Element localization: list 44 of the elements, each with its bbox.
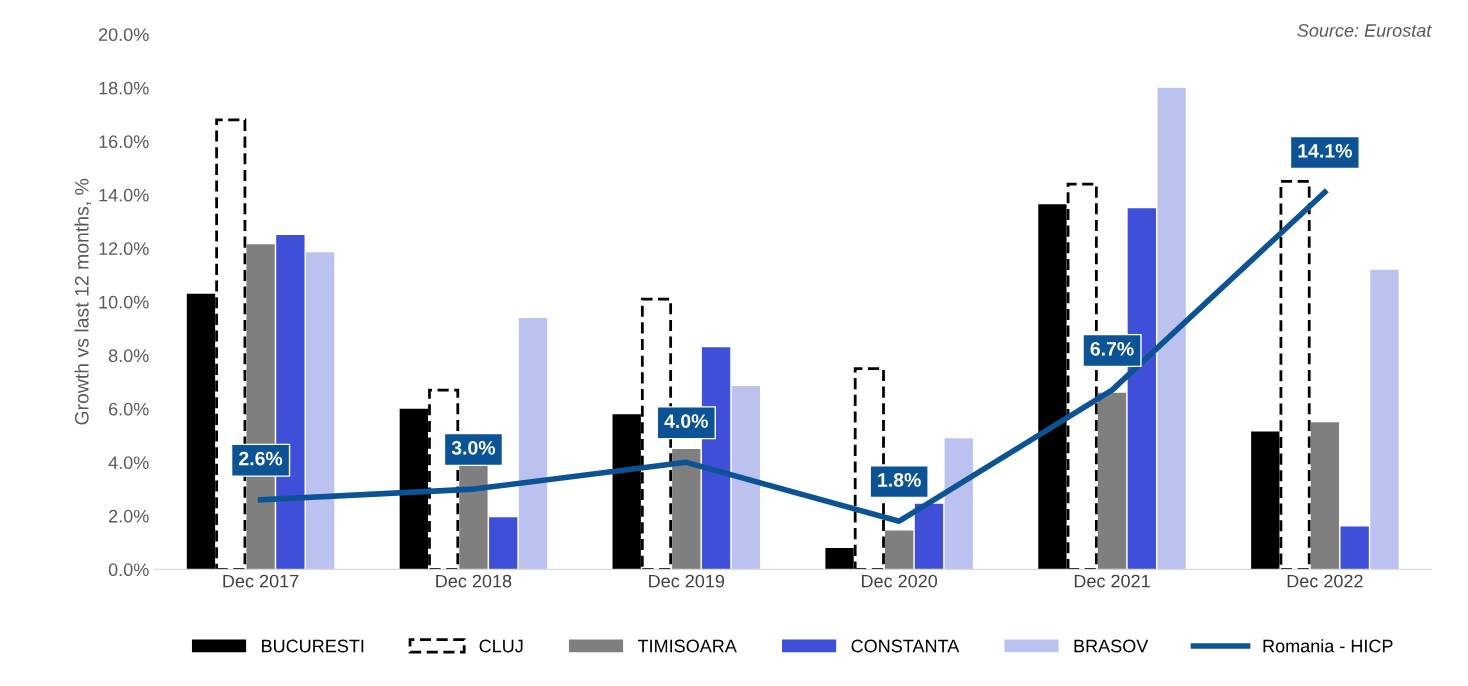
data-label: 4.0%: [664, 414, 708, 428]
y-axis-title: Growth vs last 12 months, %: [74, 178, 91, 425]
x-tick-label: Dec 2017: [223, 574, 299, 588]
legend-label: CLUJ: [479, 639, 523, 653]
y-tick-label: 2.0%: [109, 509, 149, 523]
y-tick-label: 0.0%: [108, 563, 149, 577]
data-label: 6.7%: [1090, 341, 1134, 356]
legend-label: BUCURESTI: [262, 639, 364, 653]
bar: [672, 448, 701, 570]
bar: [884, 530, 914, 570]
y-tick-label: 16.0%: [99, 135, 149, 149]
bar: [731, 386, 761, 570]
y-tick-label: 12.0%: [99, 242, 149, 256]
y-tick-label: 8.0%: [108, 349, 149, 363]
x-tick-label: Dec 2021: [1074, 574, 1150, 588]
bar: [1157, 87, 1186, 570]
legend-label: Romania - HICP: [1263, 639, 1393, 653]
legend-label: CONSTANTA: [851, 639, 960, 653]
bar: [489, 517, 518, 570]
data-label: 2.6%: [239, 451, 283, 466]
y-tick-label: 6.0%: [109, 402, 149, 416]
annotation: Source: Eurostat: [1297, 24, 1432, 37]
legend-label: BRASOV: [1074, 639, 1149, 653]
x-tick-label: Dec 2020: [861, 574, 938, 588]
bar: [1340, 526, 1369, 570]
bar: [914, 503, 944, 570]
y-tick-label: 10.0%: [99, 295, 149, 309]
data-label: 14.1%: [1298, 144, 1352, 158]
bar: [518, 317, 548, 570]
bar: [1310, 422, 1340, 570]
x-tick-label: Dec 2022: [1287, 574, 1363, 588]
y-tick-label: 14.0%: [99, 188, 149, 202]
bar: [1370, 269, 1399, 570]
bar: [306, 252, 335, 570]
legend-label: TIMISOARA: [637, 639, 737, 653]
data-label: 1.8%: [878, 473, 921, 487]
x-tick-label: Dec 2018: [436, 574, 512, 588]
y-tick-label: 20.0%: [98, 28, 149, 42]
y-tick-label: 4.0%: [108, 456, 149, 470]
bar: [944, 438, 973, 570]
data-label: 3.0%: [451, 440, 496, 455]
x-tick-label: Dec 2019: [649, 574, 725, 588]
bar: [1097, 392, 1127, 570]
y-tick-label: 18.0%: [99, 81, 149, 95]
